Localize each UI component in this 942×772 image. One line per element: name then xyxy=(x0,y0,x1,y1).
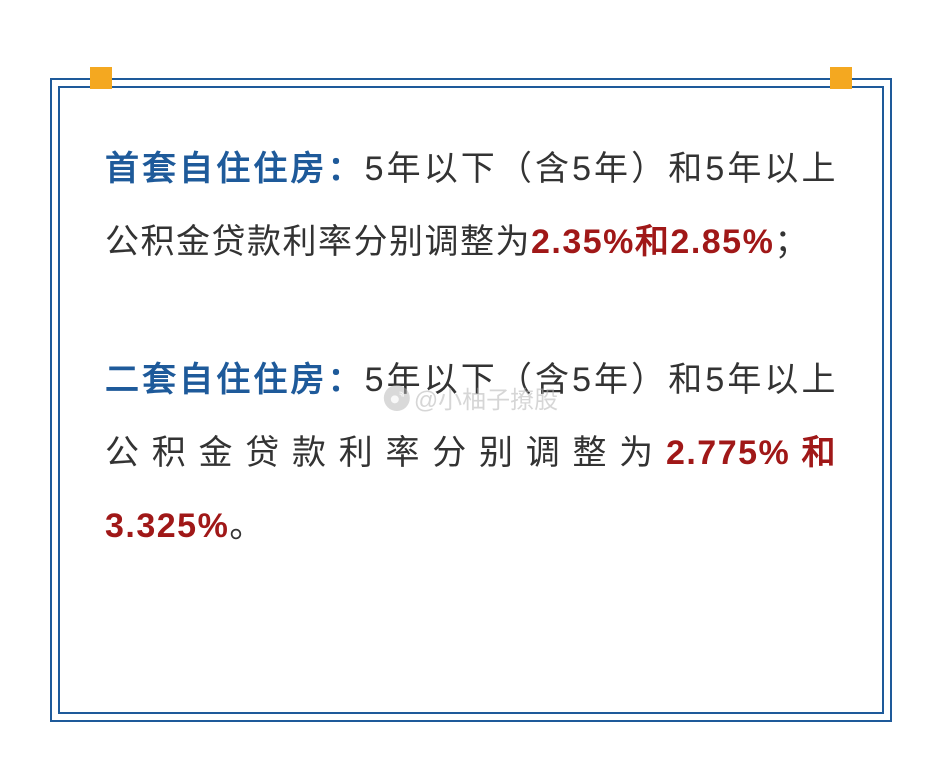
corner-decoration-right xyxy=(830,67,852,89)
content-area: 首套自住住房：5年以下（含5年）和5年以上公积金贷款利率分别调整为2.35%和2… xyxy=(105,133,837,677)
first-home-text-after: ； xyxy=(774,223,810,261)
info-card: 首套自住住房：5年以下（含5年）和5年以上公积金贷款利率分别调整为2.35%和2… xyxy=(50,78,892,722)
first-home-rates: 2.35%和2.85% xyxy=(531,223,774,261)
first-home-label: 首套自住住房： xyxy=(105,150,365,188)
corner-decoration-left xyxy=(90,67,112,89)
first-home-paragraph: 首套自住住房：5年以下（含5年）和5年以上公积金贷款利率分别调整为2.35%和2… xyxy=(105,133,837,279)
second-home-label: 二套自住住房： xyxy=(105,361,365,399)
second-home-paragraph: 二套自住住房：5年以下（含5年）和5年以上公积金贷款利率分别调整为2.775%和… xyxy=(105,344,837,563)
second-home-text-after: 。 xyxy=(229,507,265,545)
